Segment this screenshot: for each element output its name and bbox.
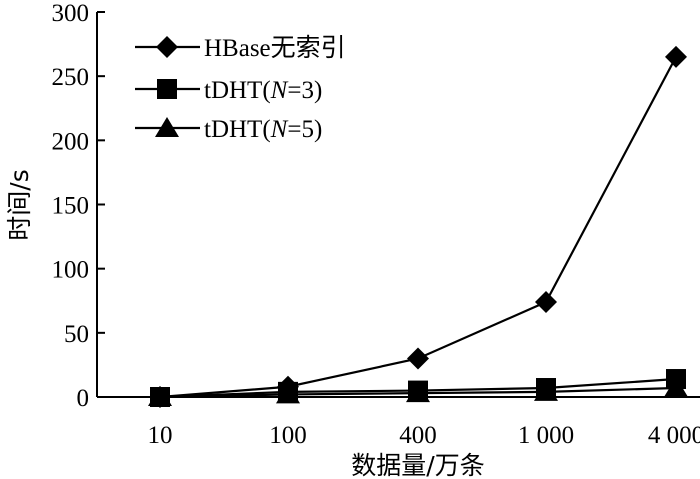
series-layer [148,45,688,408]
y-tick-label: 300 [52,0,90,27]
axes: 0 50 100 150 200 250 300 10 100 400 1 000 4 000 [52,0,700,449]
series-3 [148,377,688,406]
y-tick-label: 250 [52,64,90,91]
legend-item-1: HBase无索引 [135,34,346,62]
x-axis-title: 数据量/万条 [351,451,484,479]
x-tick-label: 400 [399,422,437,449]
legend-label: HBase无索引 [204,34,346,62]
data-point [276,383,300,404]
data-point [664,377,688,398]
data-point [407,347,429,370]
x-tick-label: 100 [269,422,307,449]
legend-marker [155,117,179,137]
legend-marker [156,36,178,58]
y-tick-label: 50 [64,321,89,348]
y-tick-label: 100 [52,257,90,284]
y-tick-label: 0 [77,385,90,412]
legend-item-3: tDHT(N=5) [135,116,322,143]
legend-item-2: tDHT(N=3) [135,77,322,104]
data-point [665,45,687,68]
x-tick-label: 4 000 [648,422,700,449]
legend: HBase无索引 tDHT(N=3) tDHT(N=5) [135,34,346,143]
y-tick-label: 200 [52,128,90,155]
x-tick-label: 1 000 [518,422,574,449]
legend-label: tDHT(N=3) [204,77,322,104]
y-axis-title: 时间/s [5,169,34,240]
data-point [406,382,430,403]
data-point [148,386,172,406]
y-tick-label: 150 [52,193,90,220]
legend-label: tDHT(N=5) [204,116,322,143]
data-point [535,291,557,314]
series-line [159,56,677,399]
data-point [534,380,558,401]
x-tick-label: 10 [148,422,173,449]
legend-marker [157,79,177,99]
